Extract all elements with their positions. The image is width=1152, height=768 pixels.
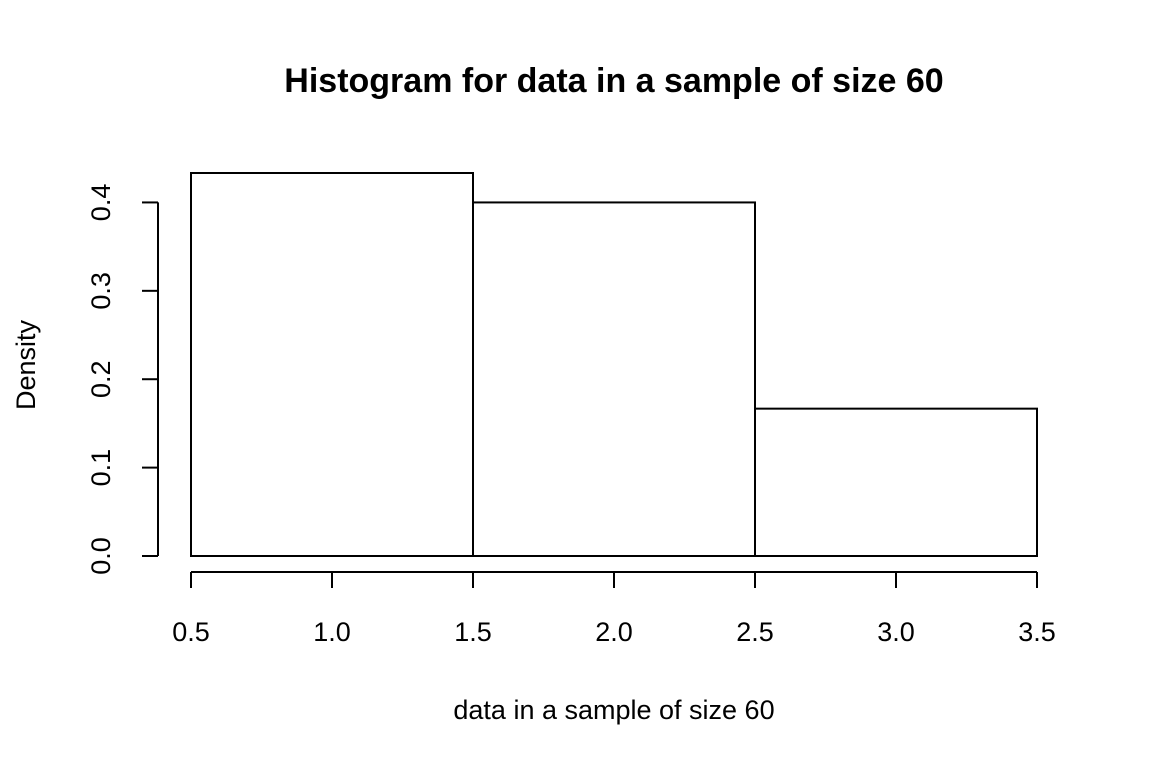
x-tick-label: 2.0 xyxy=(595,617,633,647)
histogram-bar-2 xyxy=(472,201,756,558)
x-tick-label: 1.5 xyxy=(454,617,492,647)
y-axis: 0.0 0.1 0.2 0.3 0.4 xyxy=(86,184,159,575)
y-tick-label: 0.1 xyxy=(86,449,116,487)
x-tick-label: 3.5 xyxy=(1018,617,1056,647)
x-tick-label: 1.0 xyxy=(313,617,351,647)
y-tick-label: 0.3 xyxy=(86,272,116,310)
x-axis: 0.5 1.0 1.5 2.0 2.5 3.0 3.5 xyxy=(172,571,1056,647)
histogram-bar-1 xyxy=(190,172,474,557)
y-tick-label: 0.4 xyxy=(86,184,116,222)
x-tick-label: 0.5 xyxy=(172,617,210,647)
chart-title: Histogram for data in a sample of size 6… xyxy=(284,62,943,100)
x-axis-label: data in a sample of size 60 xyxy=(453,695,774,725)
x-tick-label: 3.0 xyxy=(877,617,915,647)
y-axis-label: Density xyxy=(11,319,41,410)
y-tick-label: 0.0 xyxy=(86,537,116,575)
histogram-bar-3 xyxy=(754,407,1038,558)
y-tick-label: 0.2 xyxy=(86,360,116,398)
bars-group xyxy=(190,172,1038,558)
x-tick-label: 2.5 xyxy=(736,617,774,647)
